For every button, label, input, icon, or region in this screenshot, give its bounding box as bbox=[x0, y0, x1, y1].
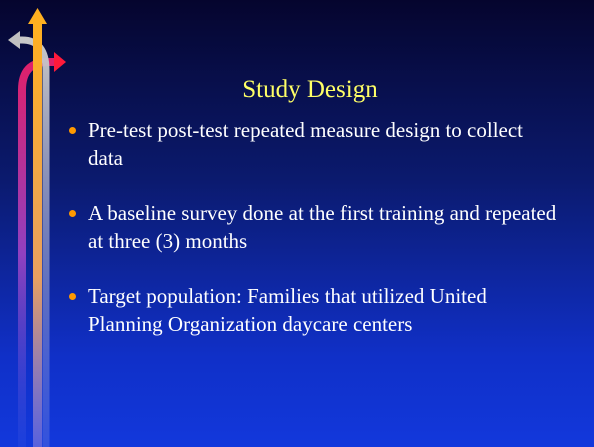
bullet: A baseline survey done at the first trai… bbox=[69, 199, 558, 255]
bullet-list: Pre-test post-test repeated measure desi… bbox=[69, 116, 558, 365]
red-arrow-head bbox=[54, 52, 66, 72]
orange-arrow-head bbox=[28, 8, 47, 24]
bullet-dot bbox=[69, 127, 76, 134]
bullet-text: Target population: Families that utilize… bbox=[88, 284, 487, 336]
bullet: Target population: Families that utilize… bbox=[69, 282, 558, 338]
bullet-dot bbox=[69, 293, 76, 300]
grey-arrow-head bbox=[8, 31, 20, 49]
bullet-dot bbox=[69, 210, 76, 217]
orange-bar bbox=[33, 22, 42, 447]
bullet: Pre-test post-test repeated measure desi… bbox=[69, 116, 558, 172]
bullet-text: Pre-test post-test repeated measure desi… bbox=[88, 118, 524, 170]
bullet-text: A baseline survey done at the first trai… bbox=[88, 201, 557, 253]
slide-title: Study Design bbox=[242, 76, 378, 103]
